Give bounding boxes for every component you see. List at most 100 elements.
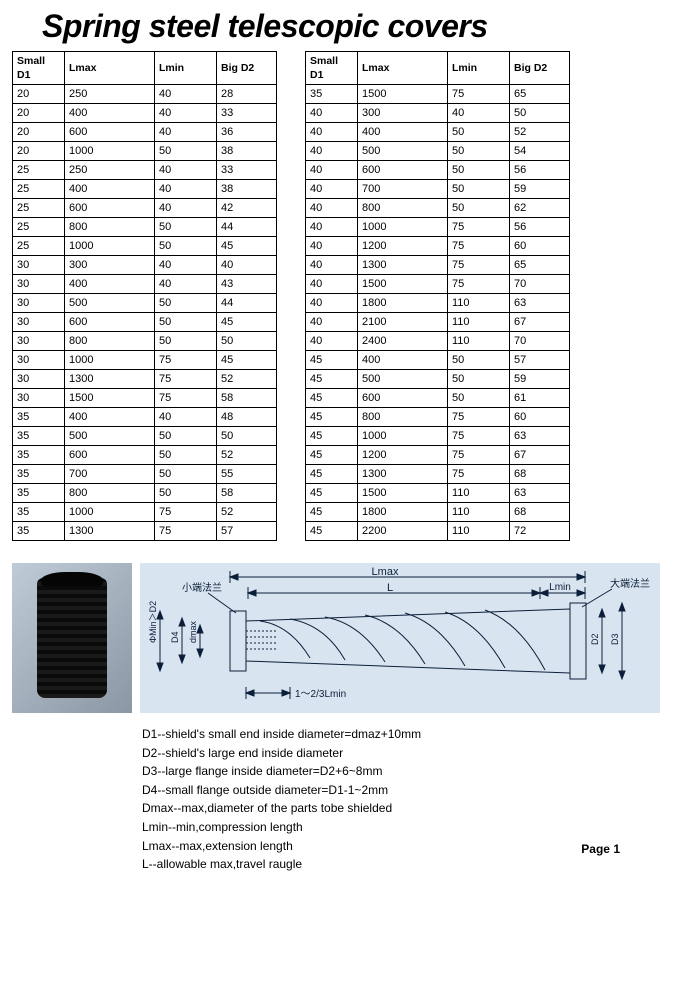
col-lmax: Lmax [358,52,448,85]
table-cell: 1000 [65,503,155,522]
table-cell: 1300 [358,256,448,275]
table-cell: 50 [448,161,510,180]
table-cell: 35 [13,408,65,427]
table-row: 308005050 [13,332,277,351]
label-bottom-gap: 1～2/3Lmin [295,689,346,700]
table-row: 358005058 [13,484,277,503]
table-header-row: Small D1 Lmax Lmin Big D2 [13,52,277,85]
figures-row: Lmax L Lmin 小端法兰 大端法兰 ΦMin＞D2 D4 dmax D2… [12,563,680,713]
table-cell: 38 [217,180,277,199]
definition-line: D2--shield's large end inside diameter [142,744,680,763]
table-cell: 50 [155,465,217,484]
table-cell: 50 [510,104,570,123]
table-row: 3515007565 [306,85,570,104]
table-cell: 20 [13,104,65,123]
table-cell: 1300 [65,522,155,541]
table-cell: 50 [217,332,277,351]
table-cell: 250 [65,161,155,180]
table-cell: 75 [155,389,217,408]
table-row: 357005055 [13,465,277,484]
table-cell: 45 [306,408,358,427]
table-cell: 50 [155,427,217,446]
product-photo [12,563,132,713]
table-cell: 400 [358,351,448,370]
table-row: 404005052 [306,123,570,142]
table-row: 406005056 [306,161,570,180]
table-cell: 70 [510,332,570,351]
page-number: Page 1 [581,842,620,856]
table-cell: 45 [306,446,358,465]
table-cell: 40 [306,237,358,256]
table-row: 4512007567 [306,446,570,465]
label-phimin-d2: ΦMin＞D2 [148,601,158,643]
table-cell: 25 [13,199,65,218]
table-row: 304004043 [13,275,277,294]
table-cell: 52 [217,446,277,465]
table-cell: 500 [65,294,155,313]
table-row: 45180011068 [306,503,570,522]
table-cell: 28 [217,85,277,104]
table-cell: 45 [217,237,277,256]
table-row: 4513007568 [306,465,570,484]
table-cell: 75 [448,85,510,104]
col-lmax: Lmax [65,52,155,85]
table-cell: 72 [510,522,570,541]
table-cell: 600 [358,389,448,408]
table-cell: 20 [13,85,65,104]
table-cell: 45 [306,389,358,408]
label-big-flange: 大端法兰 [610,577,650,590]
table-cell: 50 [448,389,510,408]
table-cell: 800 [65,484,155,503]
label-small-flange: 小端法兰 [182,581,222,594]
table-cell: 40 [155,85,217,104]
table-cell: 30 [13,351,65,370]
table-cell: 40 [155,199,217,218]
table-cell: 40 [306,161,358,180]
table-cell: 35 [306,85,358,104]
label-d3: D3 [610,633,620,645]
table-cell: 1500 [65,389,155,408]
col-lmin: Lmin [448,52,510,85]
table-cell: 40 [155,123,217,142]
table-row: 202504028 [13,85,277,104]
table-row: 403004050 [306,104,570,123]
table-cell: 45 [217,313,277,332]
table-cell: 45 [306,484,358,503]
table-cell: 45 [306,465,358,484]
table-cell: 38 [217,142,277,161]
table-cell: 59 [510,180,570,199]
table-cell: 1200 [358,446,448,465]
table-cell: 42 [217,199,277,218]
table-row: 40180011063 [306,294,570,313]
table-row: 45220011072 [306,522,570,541]
table-cell: 300 [65,256,155,275]
table-cell: 600 [358,161,448,180]
spec-table-right: Small D1 Lmax Lmin Big D2 35150075654030… [305,51,570,541]
table-row: 40210011067 [306,313,570,332]
table-cell: 40 [306,180,358,199]
col-small-d1: Small D1 [13,52,65,85]
table-cell: 35 [13,522,65,541]
table-cell: 40 [155,180,217,199]
table-cell: 59 [510,370,570,389]
table-row: 206004036 [13,123,277,142]
table-cell: 33 [217,161,277,180]
table-cell: 2400 [358,332,448,351]
table-cell: 50 [155,237,217,256]
table-cell: 40 [306,256,358,275]
spec-table-left: Small D1 Lmax Lmin Big D2 20250402820400… [12,51,277,541]
table-cell: 40 [155,161,217,180]
table-cell: 50 [448,351,510,370]
table-cell: 30 [13,313,65,332]
table-cell: 67 [510,446,570,465]
table-cell: 400 [65,408,155,427]
table-row: 252504033 [13,161,277,180]
label-l: L [387,582,393,594]
table-header-row: Small D1 Lmax Lmin Big D2 [306,52,570,85]
table-row: 4012007560 [306,237,570,256]
table-cell: 30 [13,256,65,275]
table-cell: 2100 [358,313,448,332]
table-cell: 70 [510,275,570,294]
table-cell: 40 [155,104,217,123]
table-cell: 50 [155,294,217,313]
